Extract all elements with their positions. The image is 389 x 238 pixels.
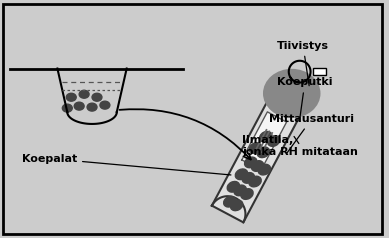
Text: Koepalat: Koepalat: [22, 154, 231, 175]
Ellipse shape: [234, 185, 246, 196]
Ellipse shape: [242, 173, 254, 183]
Text: Tiivistys: Tiivistys: [277, 41, 329, 86]
Polygon shape: [242, 112, 287, 170]
Ellipse shape: [249, 143, 261, 153]
Ellipse shape: [66, 93, 76, 101]
Ellipse shape: [249, 176, 261, 187]
Ellipse shape: [251, 161, 264, 171]
Ellipse shape: [235, 169, 247, 180]
Ellipse shape: [227, 182, 240, 192]
Text: Ilmatila,
jonka RH mitataan: Ilmatila, jonka RH mitataan: [242, 135, 358, 157]
Polygon shape: [212, 196, 245, 222]
Ellipse shape: [241, 189, 253, 199]
Text: Mittausanturi: Mittausanturi: [269, 114, 354, 153]
Text: Koeputki: Koeputki: [277, 77, 333, 118]
Ellipse shape: [268, 136, 280, 146]
Ellipse shape: [257, 147, 270, 158]
Ellipse shape: [74, 102, 84, 110]
Ellipse shape: [79, 90, 89, 98]
Ellipse shape: [245, 157, 257, 168]
Ellipse shape: [224, 196, 236, 207]
Ellipse shape: [62, 104, 72, 112]
Ellipse shape: [100, 101, 110, 109]
Polygon shape: [212, 74, 313, 222]
Ellipse shape: [259, 131, 272, 142]
Ellipse shape: [87, 103, 97, 111]
Ellipse shape: [92, 93, 102, 101]
Ellipse shape: [264, 70, 319, 117]
Ellipse shape: [258, 164, 270, 175]
Bar: [312, 68, 326, 75]
Ellipse shape: [230, 200, 243, 211]
